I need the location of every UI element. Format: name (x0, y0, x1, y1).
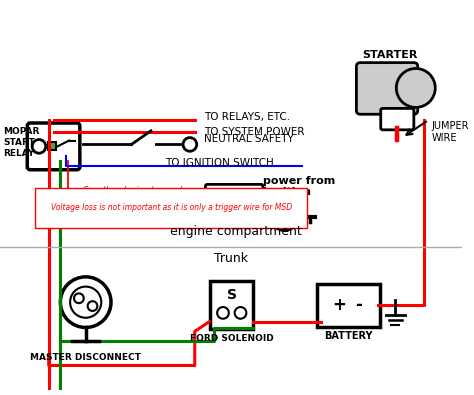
Text: engine compartment: engine compartment (171, 225, 302, 238)
Text: power from
Ignition: power from Ignition (263, 176, 335, 197)
FancyBboxPatch shape (27, 123, 80, 170)
Text: MSD: MSD (218, 192, 249, 205)
Text: TO SYSTEM POWER: TO SYSTEM POWER (204, 127, 305, 137)
Circle shape (396, 68, 435, 107)
Text: Small red wire to msd: Small red wire to msd (83, 186, 182, 195)
FancyBboxPatch shape (356, 63, 418, 114)
Text: MOPAR
START
RELAY: MOPAR START RELAY (3, 127, 39, 158)
FancyBboxPatch shape (381, 108, 414, 130)
Text: TO IGNITION SWITCH: TO IGNITION SWITCH (165, 158, 274, 168)
Text: TO RELAYS, ETC.: TO RELAYS, ETC. (204, 112, 291, 122)
Bar (210, 281, 253, 329)
Text: MASTER DISCONNECT: MASTER DISCONNECT (30, 353, 141, 362)
Text: -: - (355, 296, 362, 314)
Text: Trunk: Trunk (214, 252, 248, 265)
Bar (318, 284, 380, 327)
Text: S: S (227, 288, 237, 302)
Bar (48, 143, 55, 150)
Text: BATTERY: BATTERY (324, 331, 373, 341)
FancyBboxPatch shape (205, 184, 263, 212)
Text: NEUTRAL SAFETY: NEUTRAL SAFETY (204, 134, 294, 144)
Text: STARTER: STARTER (362, 50, 417, 60)
Text: JUMPER
WIRE: JUMPER WIRE (431, 121, 469, 143)
Text: FORD SOLENOID: FORD SOLENOID (190, 334, 273, 343)
Text: Voltage loss is not important as it is only a trigger wire for MSD: Voltage loss is not important as it is o… (51, 203, 292, 212)
Circle shape (281, 214, 288, 221)
Text: +: + (332, 296, 346, 314)
